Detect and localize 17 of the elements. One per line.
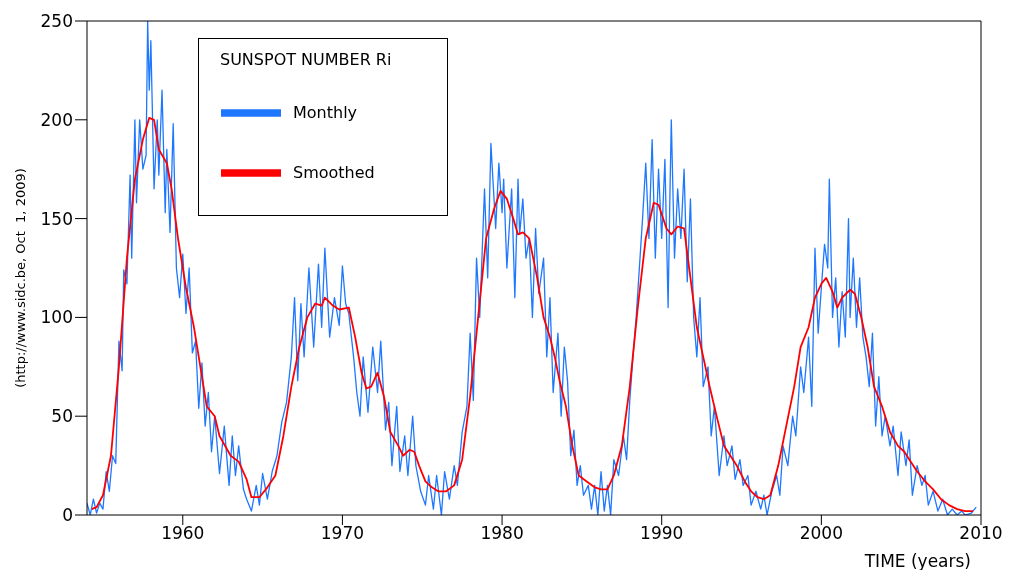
legend-title: SUNSPOT NUMBER Ri xyxy=(220,50,392,69)
y-tick-label: 50 xyxy=(51,406,73,427)
legend-label: Monthly xyxy=(293,102,358,122)
x-tick-label: 1960 xyxy=(161,523,205,544)
x-tick-label: 2010 xyxy=(959,523,1003,544)
x-tick-label: 1980 xyxy=(480,523,524,544)
x-tick-label: 1990 xyxy=(640,523,684,544)
legend-label: Smoothed xyxy=(293,162,375,182)
y-tick-label: 0 xyxy=(62,505,73,526)
x-axis-title: TIME (years) xyxy=(863,551,971,571)
text: (http://www.sidc.be, Oct 1, 2009) xyxy=(12,168,28,388)
y-tick-label: 250 xyxy=(40,11,73,32)
y-tick-label: 100 xyxy=(40,307,73,328)
x-tick-label: 1970 xyxy=(320,523,365,544)
y-tick-label: 150 xyxy=(40,208,73,229)
y-tick-label: 200 xyxy=(40,109,73,130)
x-tick-label: 2000 xyxy=(799,523,843,544)
